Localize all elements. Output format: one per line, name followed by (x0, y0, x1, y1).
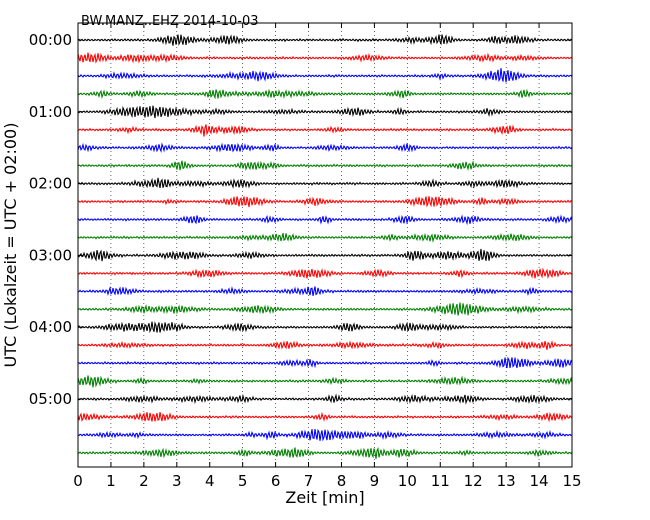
chart-title: BW.MANZ..EHZ 2014-10-03 (81, 14, 259, 29)
x-tick-label: 11 (431, 472, 450, 490)
x-tick-label: 13 (497, 472, 516, 490)
trace-line (77, 411, 573, 423)
trace-line (77, 340, 573, 350)
x-tick-label: 1 (106, 472, 116, 490)
plot-frame (77, 22, 573, 468)
x-tick-label: 0 (73, 472, 83, 490)
x-axis-label: Zeit [min] (285, 488, 364, 507)
y-axis-ticks: 00:00 01:00 02:00 03:00 04:00 05:00 (29, 31, 572, 408)
trace-line (77, 214, 573, 226)
y-tick-label: 05:00 (29, 390, 72, 408)
x-tick-label: 5 (238, 472, 248, 490)
trace-line (77, 321, 573, 334)
y-tick-label: 00:00 (29, 31, 72, 49)
x-tick-label: 6 (271, 472, 281, 490)
trace-line (77, 52, 573, 64)
x-tick-label: 10 (398, 472, 417, 490)
y-tick-label: 04:00 (29, 318, 72, 336)
x-tick-label: 8 (337, 472, 347, 490)
y-tick-label: 03:00 (29, 246, 72, 264)
trace-line (77, 196, 573, 208)
x-axis-ticks: 0 1 2 3 4 5 6 7 8 9 10 11 12 13 14 15 (73, 23, 582, 490)
trace-line (77, 267, 573, 280)
trace-line (77, 160, 573, 172)
trace-line (77, 142, 573, 153)
y-tick-label: 02:00 (29, 175, 72, 193)
trace-line (77, 447, 573, 459)
x-tick-label: 14 (530, 472, 549, 490)
y-tick-label: 01:00 (29, 103, 72, 121)
trace-line (77, 177, 573, 189)
trace-line (77, 105, 573, 119)
trace-line (77, 375, 573, 388)
trace-line (77, 393, 573, 405)
trace-line (77, 356, 573, 369)
x-tick-label: 12 (464, 472, 483, 490)
trace-line (77, 88, 573, 100)
x-tick-label: 3 (172, 472, 182, 490)
trace-line (77, 68, 573, 83)
seismic-traces (77, 34, 573, 459)
trace-line (77, 124, 573, 137)
x-tick-label: 9 (370, 472, 380, 490)
x-tick-label: 4 (205, 472, 215, 490)
x-tick-label: 2 (139, 472, 149, 490)
trace-line (77, 286, 573, 297)
y-axis-label: UTC (Lokalzeit = UTC + 02:00) (1, 123, 20, 368)
trace-line (77, 232, 573, 243)
trace-line (77, 34, 573, 46)
x-tick-label: 7 (304, 472, 314, 490)
trace-line (77, 302, 573, 316)
x-tick-label: 15 (562, 472, 581, 490)
trace-line (77, 428, 573, 442)
trace-line (77, 248, 573, 262)
